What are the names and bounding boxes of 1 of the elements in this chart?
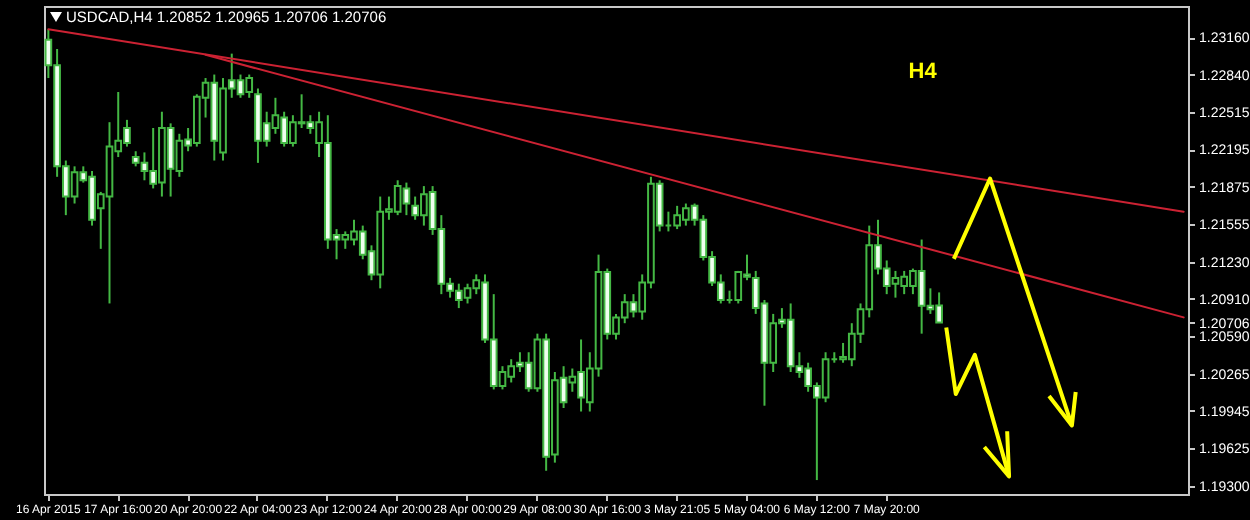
annotation: H4 bbox=[908, 60, 937, 85]
